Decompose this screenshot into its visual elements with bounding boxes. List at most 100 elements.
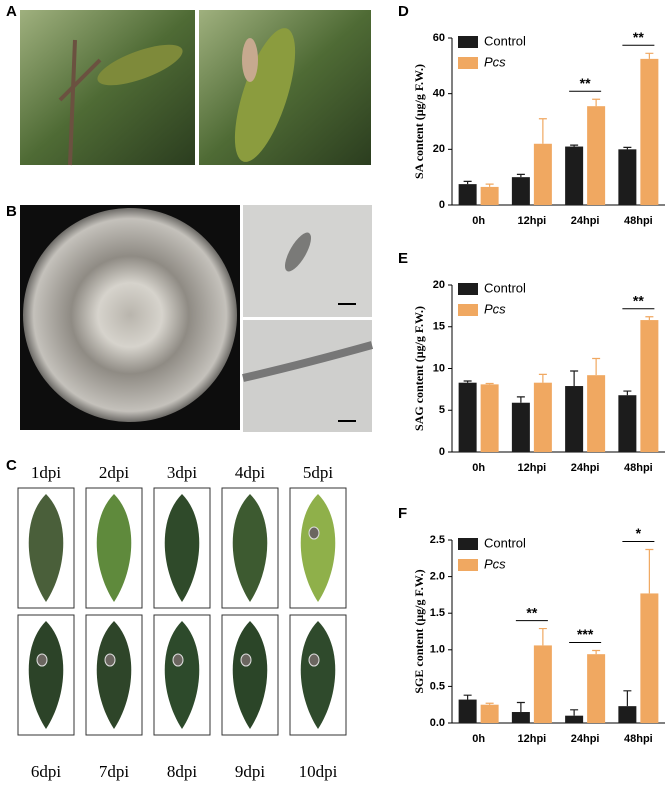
- significance-label: ***: [577, 626, 594, 642]
- leaf-frame: [153, 487, 211, 609]
- bar: [565, 386, 584, 452]
- legend-label: Control: [484, 535, 526, 550]
- y-tick-label: 0.5: [430, 680, 445, 692]
- x-tick-label: 24hpi: [571, 733, 600, 745]
- error-bar: [538, 627, 547, 646]
- error-bar: [623, 690, 632, 707]
- leaf-lesion: [240, 653, 252, 667]
- legend-swatch: [458, 538, 478, 550]
- leaf-label: 8dpi: [167, 762, 198, 781]
- legend-label: Pcs: [484, 54, 506, 69]
- y-tick-label: 40: [433, 88, 445, 100]
- error-bar: [463, 180, 472, 185]
- y-tick-label: 2.5: [430, 534, 445, 546]
- leaf-lesion: [308, 653, 320, 667]
- legend-label: Control: [484, 33, 526, 48]
- leaf-lesion: [36, 653, 48, 667]
- error-bar: [592, 649, 601, 655]
- error-bar: [592, 98, 601, 107]
- error-bar: [623, 390, 632, 396]
- error-bar: [570, 709, 579, 716]
- error-bar: [516, 173, 525, 178]
- error-bar: [570, 370, 579, 387]
- x-tick-label: 24hpi: [571, 462, 600, 474]
- bar: [511, 402, 530, 452]
- y-tick-label: 15: [433, 321, 445, 333]
- leaf-frame: [153, 614, 211, 736]
- y-axis-title: SA content (μg/g F.W.): [412, 64, 426, 179]
- bar: [618, 706, 637, 723]
- leaf-label: 6dpi: [31, 762, 62, 781]
- error-bar: [623, 146, 632, 150]
- legend-swatch: [458, 304, 478, 316]
- significance-label: **: [633, 292, 644, 308]
- panel-label: A: [6, 3, 17, 20]
- y-tick-label: 20: [433, 279, 445, 291]
- photo-branch: [58, 39, 102, 166]
- panel-label: B: [6, 203, 17, 220]
- bar: [640, 58, 659, 205]
- leaf-label: 5dpi: [303, 463, 334, 482]
- leaf-label: 7dpi: [99, 762, 130, 781]
- error-bar: [485, 702, 494, 705]
- x-tick-label: 12hpi: [518, 733, 547, 745]
- leaf-label: 4dpi: [235, 463, 266, 482]
- panel-label: F: [398, 505, 407, 522]
- error-bar: [463, 694, 472, 700]
- legend-swatch: [458, 36, 478, 48]
- x-tick-label: 48hpi: [624, 462, 653, 474]
- panel-label: D: [398, 3, 409, 20]
- leaf-frame: [17, 614, 75, 736]
- y-tick-label: 0: [439, 446, 445, 458]
- bar: [618, 149, 637, 205]
- bar: [511, 712, 530, 723]
- bar: [587, 375, 606, 452]
- significance-label: *: [636, 525, 642, 541]
- x-tick-label: 48hpi: [624, 733, 653, 745]
- error-bar: [645, 316, 654, 321]
- error-bar: [538, 373, 547, 383]
- leaf-frame: [289, 487, 347, 609]
- leaf-photo: [164, 621, 200, 729]
- error-bar: [538, 118, 547, 144]
- micrograph-hypha: [242, 341, 374, 382]
- bar: [458, 382, 477, 452]
- leaf-lesion: [172, 653, 184, 667]
- y-tick-label: 60: [433, 32, 445, 44]
- bar: [458, 184, 477, 205]
- legend-swatch: [458, 559, 478, 571]
- x-tick-label: 0h: [472, 462, 485, 474]
- y-tick-label: 10: [433, 362, 445, 374]
- error-bar: [645, 548, 654, 594]
- leaf-label: 10dpi: [299, 762, 338, 781]
- error-bar: [516, 701, 525, 713]
- bar: [565, 715, 584, 723]
- leaf-photo: [28, 621, 64, 729]
- x-tick-label: 12hpi: [518, 215, 547, 227]
- bar: [458, 699, 477, 723]
- leaf-frame: [221, 487, 279, 609]
- leaf-photo: [300, 621, 336, 729]
- leaf-frame: [85, 614, 143, 736]
- legend-swatch: [458, 283, 478, 295]
- leaf-label: 2dpi: [99, 463, 130, 482]
- bar: [533, 382, 552, 452]
- leaf-photo: [96, 621, 132, 729]
- y-tick-label: 5: [439, 404, 445, 416]
- bar: [533, 645, 552, 723]
- legend-label: Pcs: [484, 301, 506, 316]
- bar: [565, 146, 584, 205]
- bar: [533, 143, 552, 205]
- micrograph-spore: [285, 232, 311, 272]
- bar: [618, 395, 637, 452]
- leaf-lesion: [308, 526, 320, 540]
- leaf-frame: [85, 487, 143, 609]
- x-tick-label: 48hpi: [624, 215, 653, 227]
- x-tick-label: 0h: [472, 733, 485, 745]
- bar: [640, 593, 659, 723]
- leaf-label: 1dpi: [31, 463, 62, 482]
- y-tick-label: 1.0: [430, 644, 445, 656]
- leaf-frame: [17, 487, 75, 609]
- x-tick-label: 12hpi: [518, 462, 547, 474]
